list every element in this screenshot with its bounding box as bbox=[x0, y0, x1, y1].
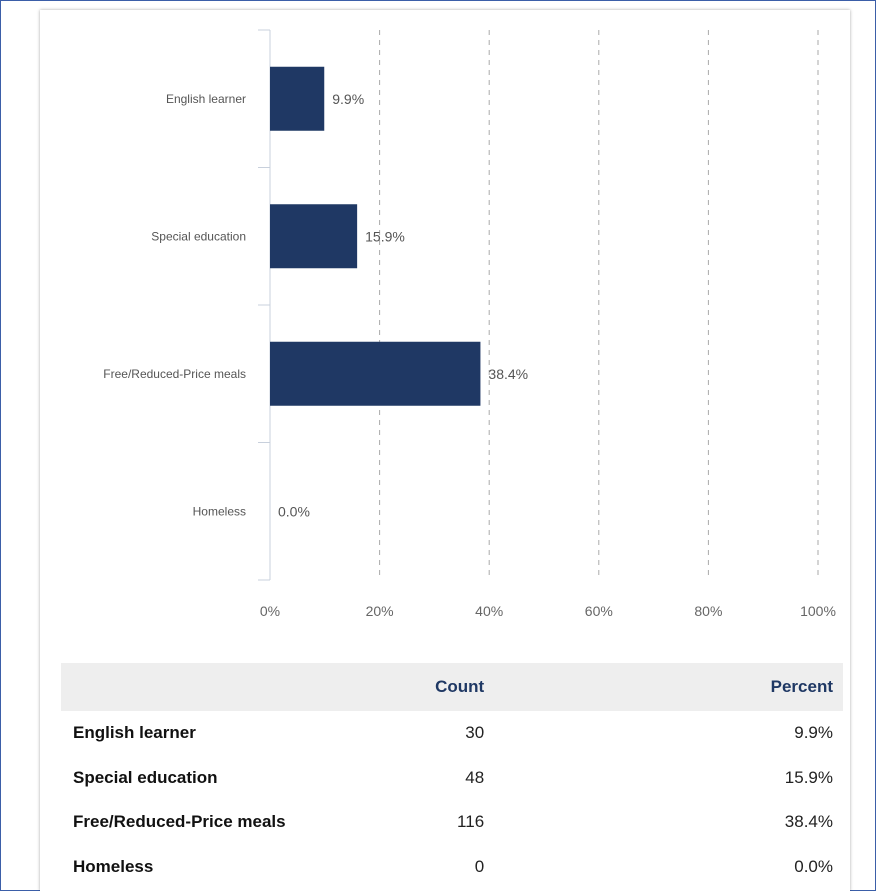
bar bbox=[270, 341, 481, 406]
row-percent: 0.0% bbox=[794, 856, 833, 876]
row-count: 48 bbox=[465, 767, 485, 787]
table-row: Free/Reduced-Price meals 116 38.4% bbox=[61, 800, 843, 845]
x-tick-label: 40% bbox=[475, 603, 503, 619]
row-percent: 15.9% bbox=[784, 767, 833, 787]
category-label: Homeless bbox=[193, 504, 246, 518]
row-label: Homeless bbox=[73, 856, 154, 876]
table-header-row: Count Percent bbox=[61, 663, 843, 711]
header-percent: Percent bbox=[770, 677, 833, 696]
row-label: English learner bbox=[73, 723, 196, 743]
x-tick-label: 60% bbox=[585, 603, 613, 619]
row-label: Special education bbox=[73, 767, 218, 787]
row-count: 30 bbox=[465, 723, 485, 743]
bar bbox=[270, 204, 358, 269]
chart-card bbox=[40, 10, 850, 891]
bar-chart: 0% 20% 40% 60% 80% 100% English learner 9.9% Spe… bbox=[103, 29, 836, 619]
data-label: 38.4% bbox=[488, 366, 528, 382]
category-label: Special education bbox=[151, 229, 246, 243]
data-label: 15.9% bbox=[365, 228, 405, 244]
x-tick-label: 80% bbox=[694, 603, 722, 619]
data-label: 9.9% bbox=[332, 91, 364, 107]
table-row: Special education 48 15.9% bbox=[61, 756, 843, 801]
bar bbox=[270, 66, 325, 131]
x-tick-label: 100% bbox=[800, 603, 836, 619]
row-percent: 9.9% bbox=[794, 723, 833, 743]
data-label: 0.0% bbox=[278, 503, 310, 519]
row-label: Free/Reduced-Price meals bbox=[73, 812, 286, 832]
category-label: Free/Reduced-Price meals bbox=[103, 367, 246, 381]
row-percent: 38.4% bbox=[784, 812, 833, 832]
category-label: English learner bbox=[166, 92, 246, 106]
table-row: English learner 30 9.9% bbox=[61, 711, 843, 756]
table-row: Homeless 0 0.0% bbox=[61, 845, 843, 890]
x-tick-label: 20% bbox=[366, 603, 394, 619]
row-count: 116 bbox=[457, 812, 485, 832]
header-count: Count bbox=[435, 677, 485, 696]
summary-table: Count Percent English learner 30 9.9% Sp… bbox=[61, 663, 843, 889]
header-label bbox=[61, 663, 352, 711]
row-count: 0 bbox=[474, 856, 485, 876]
x-tick-label: 0% bbox=[260, 603, 280, 619]
